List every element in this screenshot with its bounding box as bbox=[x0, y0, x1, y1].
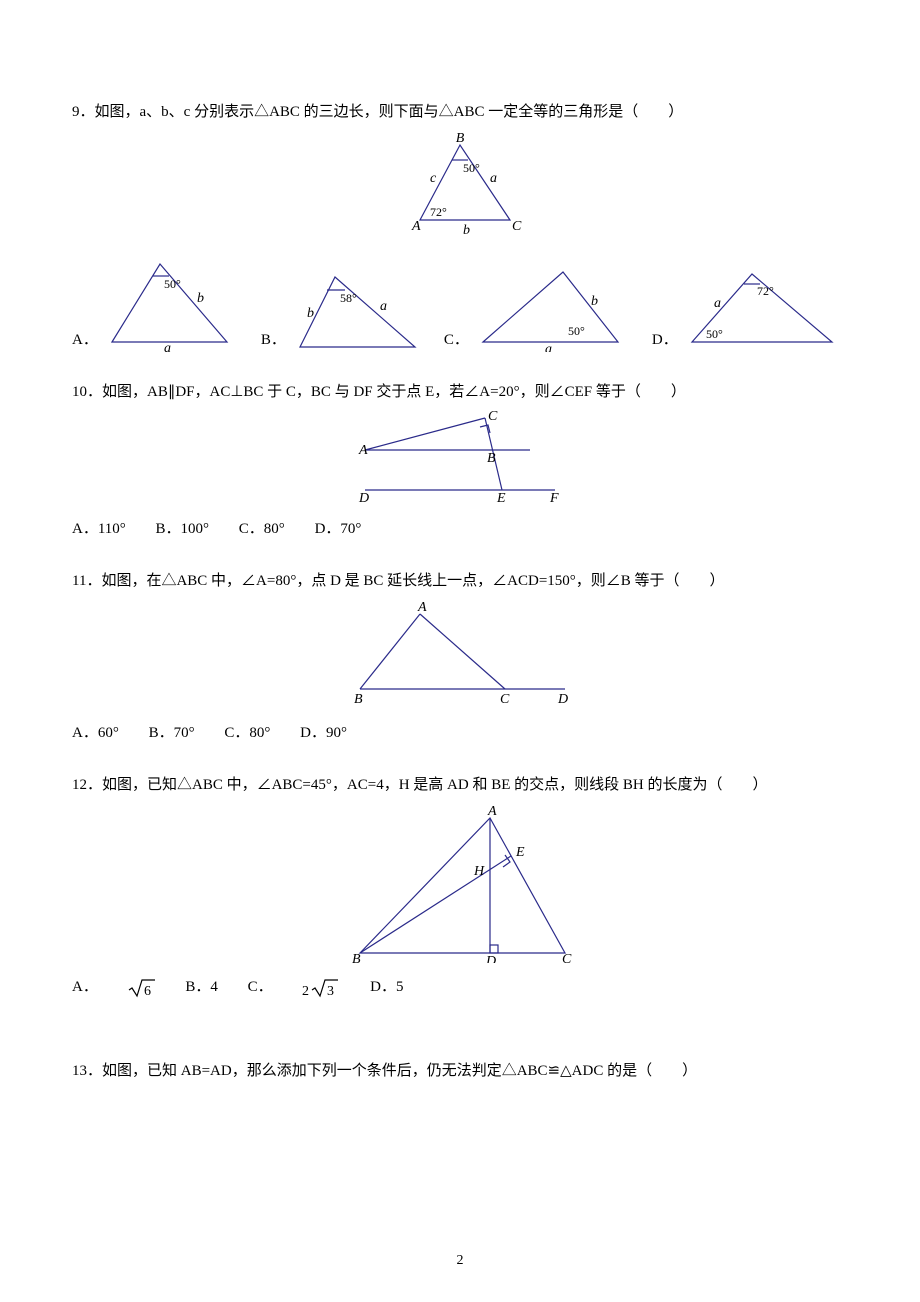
q11-options: A．60° B．70° C．80° D．90° bbox=[72, 721, 848, 745]
angle-50: 50° bbox=[463, 161, 480, 175]
q12-A: A bbox=[487, 804, 497, 819]
q10-A: A bbox=[358, 443, 368, 458]
q9b-b: b bbox=[307, 306, 314, 321]
q12-B: B bbox=[352, 952, 361, 963]
label-c-left: c bbox=[430, 171, 437, 186]
problem-10: 10．如图，AB∥DF，AC⊥BC 于 C，BC 与 DF 交于点 E，若∠A=… bbox=[72, 380, 848, 541]
label-b-bottom: b bbox=[463, 223, 470, 238]
q9c-b: b bbox=[591, 294, 598, 309]
q9c-angle: 50° bbox=[568, 324, 585, 338]
q9d-angle72: 72° bbox=[757, 284, 774, 298]
q9-triangle-d: 72° 50° a bbox=[682, 262, 837, 352]
angle-72: 72° bbox=[430, 205, 447, 219]
q11-figure: A B C D bbox=[72, 599, 848, 717]
problem-11: 11．如图，在△ABC 中，∠A=80°，点 D 是 BC 延长线上一点，∠AC… bbox=[72, 569, 848, 745]
q12-svg: A B C D E H bbox=[330, 803, 590, 963]
q9b-angle: 58° bbox=[340, 291, 357, 305]
q9-option-b: B． 58° b a bbox=[261, 262, 420, 352]
q12-opt-a: A． 6 bbox=[72, 979, 159, 995]
q12-E: E bbox=[515, 845, 525, 860]
q9-opt-a-label: A． bbox=[72, 328, 98, 352]
q12-stem: 12．如图，已知△ABC 中，∠ABC=45°，AC=4，H 是高 AD 和 B… bbox=[72, 773, 848, 797]
page: 9．如图，a、b、c 分别表示△ABC 的三边长，则下面与△ABC 一定全等的三… bbox=[0, 0, 920, 1302]
q11-stem: 11．如图，在△ABC 中，∠A=80°，点 D 是 BC 延长线上一点，∠AC… bbox=[72, 569, 848, 593]
page-number: 2 bbox=[0, 1250, 920, 1272]
problem-12: 12．如图，已知△ABC 中，∠ABC=45°，AC=4，H 是高 AD 和 B… bbox=[72, 773, 848, 999]
q11-A: A bbox=[417, 600, 427, 615]
q11-opt-b: B．70° bbox=[149, 725, 195, 741]
label-a-right: a bbox=[490, 171, 497, 186]
q9a-b: b bbox=[197, 291, 204, 306]
svg-text:6: 6 bbox=[144, 984, 151, 998]
q9-opt-c-label: C． bbox=[444, 328, 469, 352]
q12-opt-c: C． 2 3 bbox=[248, 979, 345, 995]
q9-option-a: A． 50° b a bbox=[72, 252, 237, 352]
q9-option-d: D． 72° 50° a bbox=[652, 262, 837, 352]
svg-text:2: 2 bbox=[302, 984, 309, 998]
q12-options: A． 6 B．4 C． 2 3 D．5 bbox=[72, 975, 848, 999]
q9-options: A． 50° b a B． 5 bbox=[72, 252, 848, 352]
problem-9: 9．如图，a、b、c 分别表示△ABC 的三边长，则下面与△ABC 一定全等的三… bbox=[72, 100, 848, 352]
q9d-angle50: 50° bbox=[706, 327, 723, 341]
q11-opt-d: D．90° bbox=[300, 725, 347, 741]
label-B: B bbox=[456, 131, 465, 146]
q9-stem: 9．如图，a、b、c 分别表示△ABC 的三边长，则下面与△ABC 一定全等的三… bbox=[72, 100, 848, 124]
q12-figure: A B C D E H bbox=[72, 803, 848, 971]
q9-opt-d-label: D． bbox=[652, 328, 678, 352]
label-C: C bbox=[512, 219, 522, 234]
q10-C: C bbox=[488, 410, 498, 424]
q10-options: A．110° B．100° C．80° D．70° bbox=[72, 517, 848, 541]
q11-D: D bbox=[557, 692, 568, 707]
q10-opt-d: D．70° bbox=[315, 521, 362, 537]
q9a-angle: 50° bbox=[164, 277, 181, 291]
q13-stem: 13．如图，已知 AB=AD，那么添加下列一个条件后，仍无法判定△ABC≌△AD… bbox=[72, 1059, 848, 1083]
q12-opt-d: D．5 bbox=[370, 979, 403, 995]
q10-opt-b: B．100° bbox=[156, 521, 210, 537]
q9-option-c: C． 50° b a bbox=[444, 257, 628, 352]
q9a-a: a bbox=[164, 341, 171, 352]
q9-triangle-c: 50° b a bbox=[473, 257, 628, 352]
sqrt6-icon: 6 bbox=[128, 978, 156, 998]
2sqrt3-icon: 2 3 bbox=[302, 978, 340, 998]
q9-triangle-a: 50° b a bbox=[102, 252, 237, 352]
q10-F: F bbox=[549, 491, 559, 505]
q12-C: C bbox=[562, 952, 572, 963]
q10-B: B bbox=[487, 451, 496, 466]
q10-opt-c: C．80° bbox=[239, 521, 285, 537]
q12-opt-b: B．4 bbox=[185, 979, 218, 995]
triangle-abc-main: B A C b c a 50° 72° bbox=[360, 130, 560, 240]
q10-E: E bbox=[496, 491, 506, 505]
q9-main-figure: B A C b c a 50° 72° bbox=[72, 130, 848, 248]
q11-C: C bbox=[500, 692, 510, 707]
problem-13: 13．如图，已知 AB=AD，那么添加下列一个条件后，仍无法判定△ABC≌△AD… bbox=[72, 1059, 848, 1083]
q9-opt-b-label: B． bbox=[261, 328, 286, 352]
q11-svg: A B C D bbox=[340, 599, 580, 709]
q9c-a: a bbox=[545, 342, 552, 352]
q10-opt-a: A．110° bbox=[72, 521, 126, 537]
label-A: A bbox=[411, 219, 421, 234]
q10-stem: 10．如图，AB∥DF，AC⊥BC 于 C，BC 与 DF 交于点 E，若∠A=… bbox=[72, 380, 848, 404]
q12-D: D bbox=[485, 954, 496, 963]
q9d-a: a bbox=[714, 296, 721, 311]
q9b-a: a bbox=[380, 299, 387, 314]
q11-opt-a: A．60° bbox=[72, 725, 119, 741]
q9-triangle-b: 58° b a bbox=[290, 262, 420, 352]
q11-B: B bbox=[354, 692, 363, 707]
q10-figure: A B C D E F bbox=[72, 410, 848, 513]
svg-text:3: 3 bbox=[327, 984, 334, 998]
q10-svg: A B C D E F bbox=[345, 410, 575, 505]
q11-opt-c: C．80° bbox=[224, 725, 270, 741]
q10-D: D bbox=[358, 491, 369, 505]
q12-H: H bbox=[473, 864, 485, 879]
